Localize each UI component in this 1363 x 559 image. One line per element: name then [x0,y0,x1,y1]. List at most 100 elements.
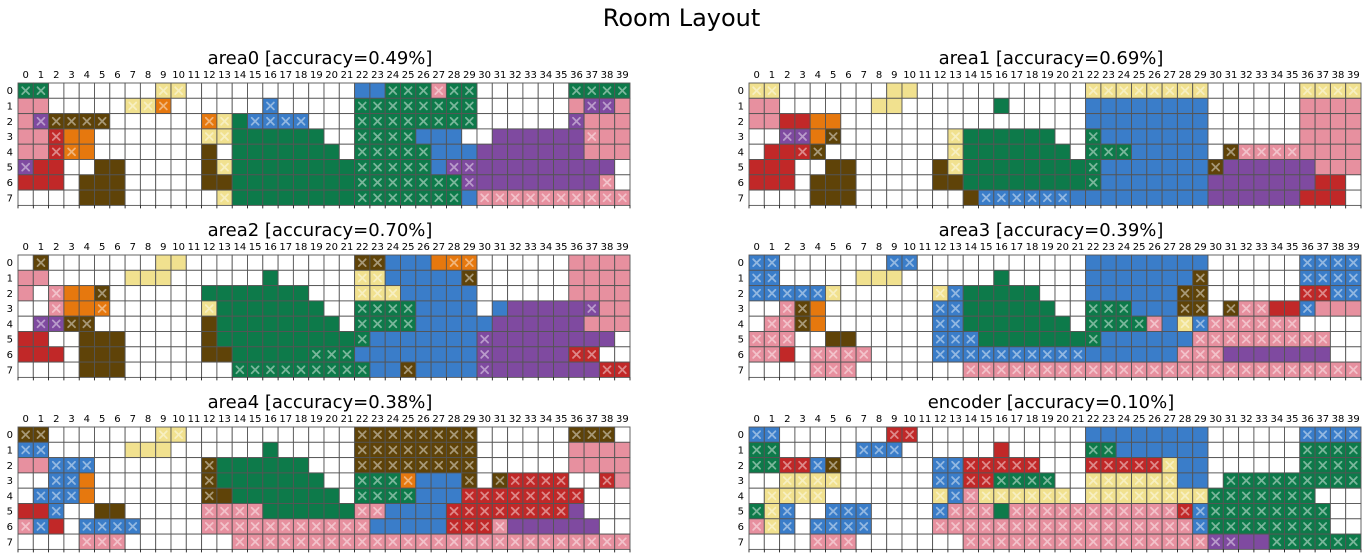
grid-cell [247,487,264,504]
grid-cell [1207,426,1224,443]
grid-cell [886,159,903,176]
grid-cell [323,487,340,504]
grid-cell [855,457,872,474]
grid-cell [445,300,463,317]
grid-cell [231,346,248,363]
grid-cell [1345,189,1362,206]
error-mark [357,193,367,203]
y-tick-label: 7 [7,193,13,204]
error-mark [1195,273,1205,283]
error-mark [1195,304,1205,313]
error-mark [342,365,352,375]
grid-cell [292,487,310,504]
grid-cell [231,254,248,271]
grid-cell [48,82,65,99]
x-tick-label: 15 [249,414,262,425]
y-tick-label: 1 [7,101,13,112]
x-tick-label: 38 [1332,70,1345,81]
grid-cell [1023,441,1041,459]
grid-cell [886,189,903,206]
grid-cell [1100,128,1117,145]
grid-cell [1284,441,1301,459]
y-tick-label: 0 [738,430,744,441]
grid-cell [1222,285,1240,302]
grid-cell [185,128,203,145]
error-mark [798,319,807,329]
grid-cell [978,426,995,443]
error-mark [1104,147,1113,157]
grid-cell [537,457,554,474]
error-mark [403,147,413,157]
error-mark [1150,491,1159,501]
error-mark [403,491,413,501]
grid-cell [568,457,585,474]
error-mark [464,460,474,470]
grid-cell [1299,159,1316,176]
error-mark [587,101,597,111]
grid-cell [553,457,570,474]
error-mark [480,350,490,359]
grid-cell [1176,472,1194,489]
error-mark [220,132,229,141]
grid-cell [1115,331,1132,348]
grid-cell [292,315,310,332]
grid-cell [476,143,493,160]
grid-cell [201,254,218,271]
grid-cell [292,254,310,271]
grid-cell [840,113,857,130]
error-mark [51,147,61,157]
grid-cell [1131,346,1148,363]
x-tick-label: 1 [769,70,775,81]
grid-cell [1253,82,1270,99]
x-tick-label: 15 [249,70,262,81]
grid-cell [369,331,386,348]
grid-cell [825,113,842,130]
x-tick-label: 6 [114,70,120,81]
grid-cell [932,113,949,130]
grid-cell [170,174,187,191]
error-mark [981,460,991,470]
grid-cell [993,143,1010,160]
grid-cell [445,361,463,378]
grid-cell [201,285,218,302]
grid-cell [855,487,872,504]
grid-cell [870,82,888,99]
x-tick-label: 21 [341,414,354,425]
grid-cell [155,128,172,145]
grid-cell [1131,269,1148,287]
grid-cell [109,143,126,160]
error-mark [1303,445,1312,455]
grid-cell [1238,441,1255,459]
error-mark [1349,273,1358,283]
x-tick-label: 17 [1010,414,1023,425]
error-mark [1333,258,1343,267]
grid-cell [1131,285,1148,302]
y-tick-label: 6 [738,350,744,361]
x-tick-label: 24 [1117,242,1130,253]
grid-cell [870,487,888,504]
error-mark [281,365,291,375]
grid-cell [1115,346,1132,363]
grid-cell [338,254,356,271]
error-mark [752,86,762,95]
grid-cell [109,441,126,459]
error-mark [572,430,581,439]
error-mark [1027,537,1037,547]
x-tick-label: 1 [38,414,44,425]
error-mark [235,522,245,531]
grid-cell [32,128,50,145]
grid-cell [32,361,50,378]
grid-cell [476,457,493,474]
error-mark [618,365,627,375]
error-mark [204,491,214,501]
grid-cell [17,174,34,191]
grid-cell [1008,82,1025,99]
grid-cell [323,457,340,474]
x-tick-label: 26 [1148,414,1161,425]
grid-cell [916,82,934,99]
grid-cell [170,315,187,332]
error-mark [1303,273,1312,283]
grid-cell [78,300,95,317]
x-tick-label: 29 [1194,414,1207,425]
grid-cell [247,174,264,191]
